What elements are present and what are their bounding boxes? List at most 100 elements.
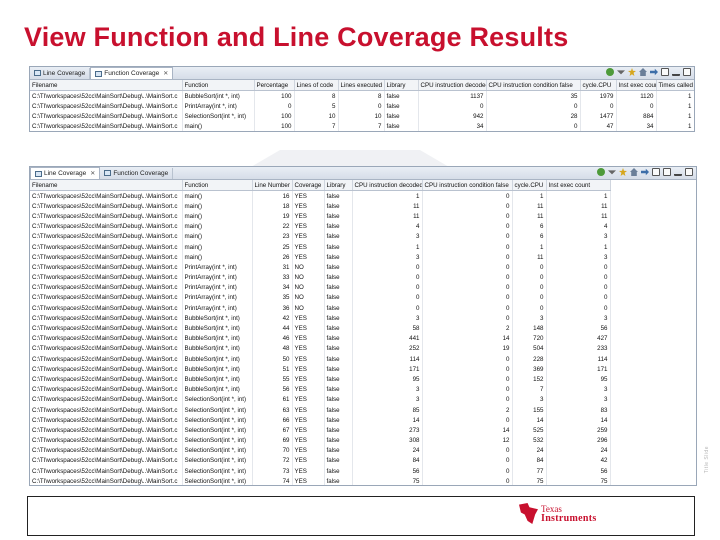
column-header[interactable]: CPU instruction condition false: [422, 180, 513, 191]
table-row[interactable]: C:\TI\workspaces\52cc\MainSort\Debug\..\…: [30, 374, 611, 385]
table-cell: 67: [252, 425, 293, 436]
export-icon[interactable]: [641, 168, 649, 176]
table-cell: 84: [352, 455, 423, 467]
column-header[interactable]: Function: [182, 80, 255, 91]
table-cell: C:\TI\workspaces\52cc\MainSort\Debug\..\…: [30, 201, 183, 212]
table-row[interactable]: C:\TI\workspaces\52cc\MainSort\Debug\..\…: [30, 435, 611, 446]
table-row[interactable]: C:\TI\workspaces\52cc\MainSort\Debug\..\…: [30, 111, 694, 122]
table-row[interactable]: C:\TI\workspaces\52cc\MainSort\Debug\..\…: [30, 190, 611, 202]
table-cell: false: [324, 445, 353, 456]
home-icon[interactable]: [630, 168, 638, 176]
pin-icon[interactable]: [619, 168, 627, 176]
table-row[interactable]: C:\TI\workspaces\52cc\MainSort\Debug\..\…: [30, 476, 611, 485]
table-row[interactable]: C:\TI\workspaces\52cc\MainSort\Debug\..\…: [30, 445, 611, 456]
chevron-down-icon[interactable]: [608, 170, 616, 175]
column-header[interactable]: cycle.CPU: [512, 180, 547, 191]
column-header[interactable]: Coverage: [292, 180, 325, 191]
maximize-icon[interactable]: [685, 168, 693, 176]
table-row[interactable]: C:\TI\workspaces\52cc\MainSort\Debug\..\…: [30, 333, 611, 344]
table-row[interactable]: C:\TI\workspaces\52cc\MainSort\Debug\..\…: [30, 313, 611, 324]
table-cell: YES: [292, 394, 325, 405]
column-header[interactable]: CPU instruction decoded: [418, 80, 487, 91]
table-row[interactable]: C:\TI\workspaces\52cc\MainSort\Debug\..\…: [30, 201, 611, 212]
table-row[interactable]: C:\TI\workspaces\52cc\MainSort\Debug\..\…: [30, 241, 611, 253]
table-cell: 47: [580, 121, 617, 131]
table-cell: BubbleSort(int *, int): [182, 313, 253, 324]
table-row[interactable]: C:\TI\workspaces\52cc\MainSort\Debug\..\…: [30, 272, 611, 283]
table-row[interactable]: C:\TI\workspaces\52cc\MainSort\Debug\..\…: [30, 415, 611, 426]
table-cell: 0: [422, 190, 513, 202]
table-row[interactable]: C:\TI\workspaces\52cc\MainSort\Debug\..\…: [30, 292, 611, 304]
table-row[interactable]: C:\TI\workspaces\52cc\MainSort\Debug\..\…: [30, 121, 694, 131]
table-cell: 427: [546, 333, 611, 344]
column-header[interactable]: Inst exec count: [616, 80, 657, 91]
table-row[interactable]: C:\TI\workspaces\52cc\MainSort\Debug\..\…: [30, 282, 611, 293]
table-row[interactable]: C:\TI\workspaces\52cc\MainSort\Debug\..\…: [30, 221, 611, 232]
layout-icon[interactable]: [663, 168, 671, 176]
table-cell: 77: [512, 466, 547, 477]
table-cell: 36: [252, 303, 293, 314]
refresh-icon[interactable]: [597, 168, 605, 176]
table-row[interactable]: C:\TI\workspaces\52cc\MainSort\Debug\..\…: [30, 466, 611, 477]
table-cell: 0: [616, 101, 657, 112]
bottom-tabbar: Line Coverage ✕ Function Coverage: [30, 167, 696, 180]
table-row[interactable]: C:\TI\workspaces\52cc\MainSort\Debug\..\…: [30, 252, 611, 263]
table-cell: 3: [352, 231, 423, 242]
table-cell: 7: [338, 121, 385, 131]
table-cell: 55: [252, 374, 293, 385]
table-cell: 14: [422, 333, 513, 344]
column-header[interactable]: Function: [182, 180, 253, 191]
table-cell: PrintArray(int *, int): [182, 292, 253, 304]
table-cell: YES: [292, 384, 325, 395]
table-row[interactable]: C:\TI\workspaces\52cc\MainSort\Debug\..\…: [30, 211, 611, 222]
table-row[interactable]: C:\TI\workspaces\52cc\MainSort\Debug\..\…: [30, 323, 611, 334]
tab-line-coverage[interactable]: Line Coverage ✕: [30, 167, 101, 179]
table-row[interactable]: C:\TI\workspaces\52cc\MainSort\Debug\..\…: [30, 455, 611, 467]
column-header[interactable]: Lines executed: [338, 80, 385, 91]
column-header[interactable]: Library: [324, 180, 353, 191]
table-cell: 14: [422, 425, 513, 436]
minimize-icon[interactable]: [674, 168, 682, 176]
table-cell: 35: [486, 90, 581, 102]
home-icon[interactable]: [639, 68, 647, 76]
tab-function-coverage[interactable]: Function Coverage: [100, 167, 174, 179]
table-row[interactable]: C:\TI\workspaces\52cc\MainSort\Debug\..\…: [30, 404, 611, 416]
column-header[interactable]: Percentage: [254, 80, 295, 91]
table-row[interactable]: C:\TI\workspaces\52cc\MainSort\Debug\..\…: [30, 101, 694, 112]
table-row[interactable]: C:\TI\workspaces\52cc\MainSort\Debug\..\…: [30, 262, 611, 273]
column-header[interactable]: Lines of code: [294, 80, 339, 91]
close-icon[interactable]: ✕: [163, 71, 169, 77]
minimize-icon[interactable]: [672, 68, 680, 76]
column-header[interactable]: cycle.CPU: [580, 80, 617, 91]
column-header[interactable]: Filename: [30, 180, 183, 191]
view-menu-icon[interactable]: [661, 68, 669, 76]
chevron-down-icon[interactable]: [617, 70, 625, 75]
view-menu-icon[interactable]: [652, 168, 660, 176]
table-row[interactable]: C:\TI\workspaces\52cc\MainSort\Debug\..\…: [30, 425, 611, 436]
column-header[interactable]: Times called: [656, 80, 694, 91]
pin-icon[interactable]: [628, 68, 636, 76]
refresh-icon[interactable]: [606, 68, 614, 76]
maximize-icon[interactable]: [683, 68, 691, 76]
export-icon[interactable]: [650, 68, 658, 76]
table-row[interactable]: C:\TI\workspaces\52cc\MainSort\Debug\..\…: [30, 231, 611, 242]
column-header[interactable]: CPU instruction condition false: [486, 80, 581, 91]
table-row[interactable]: C:\TI\workspaces\52cc\MainSort\Debug\..\…: [30, 90, 694, 102]
column-header[interactable]: CPU instruction decoded: [352, 180, 423, 191]
tab-line-coverage[interactable]: Line Coverage: [30, 67, 91, 79]
table-row[interactable]: C:\TI\workspaces\52cc\MainSort\Debug\..\…: [30, 394, 611, 405]
table-row[interactable]: C:\TI\workspaces\52cc\MainSort\Debug\..\…: [30, 364, 611, 375]
close-icon[interactable]: ✕: [90, 171, 96, 177]
column-header[interactable]: Line Number: [252, 180, 293, 191]
table-cell: main(): [182, 211, 253, 222]
column-header[interactable]: Filename: [30, 80, 183, 91]
table-cell: C:\TI\workspaces\52cc\MainSort\Debug\..\…: [30, 252, 183, 263]
table-row[interactable]: C:\TI\workspaces\52cc\MainSort\Debug\..\…: [30, 354, 611, 365]
column-header[interactable]: Library: [384, 80, 419, 91]
tab-function-coverage[interactable]: Function Coverage ✕: [90, 67, 174, 79]
table-cell: 19: [422, 343, 513, 354]
column-header[interactable]: Inst exec count: [546, 180, 611, 191]
table-row[interactable]: C:\TI\workspaces\52cc\MainSort\Debug\..\…: [30, 303, 611, 314]
table-row[interactable]: C:\TI\workspaces\52cc\MainSort\Debug\..\…: [30, 343, 611, 354]
table-row[interactable]: C:\TI\workspaces\52cc\MainSort\Debug\..\…: [30, 384, 611, 395]
